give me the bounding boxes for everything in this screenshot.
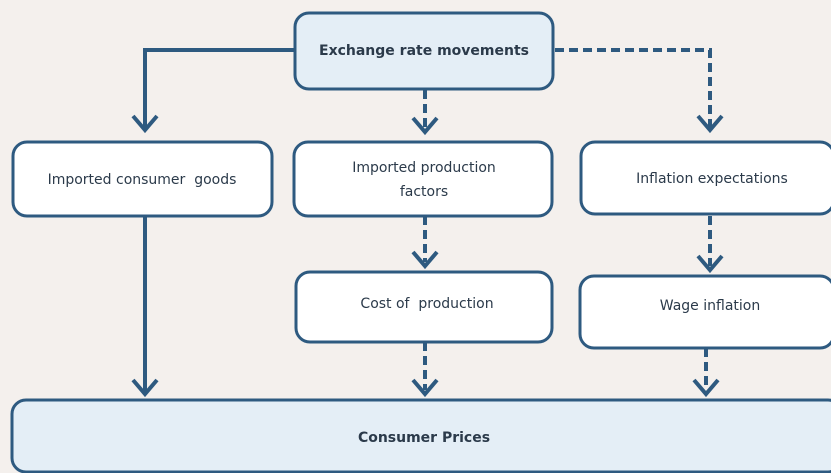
arrow-head bbox=[411, 116, 439, 136]
node-box bbox=[293, 11, 555, 91]
arrow-head bbox=[692, 378, 720, 398]
node-label: factors bbox=[400, 184, 448, 200]
node-label: Imported consumer goods bbox=[48, 172, 237, 188]
node-box bbox=[579, 140, 831, 216]
node-box bbox=[578, 274, 831, 350]
node-box bbox=[10, 398, 831, 473]
arrow-head bbox=[131, 378, 159, 398]
node-box bbox=[294, 270, 554, 344]
arrow-head bbox=[411, 378, 439, 398]
arrow bbox=[143, 48, 295, 128]
arrow-head bbox=[696, 254, 724, 274]
node-box bbox=[11, 140, 274, 218]
arrow-head bbox=[411, 250, 439, 270]
arrow-head bbox=[696, 114, 724, 134]
arrow-head bbox=[131, 114, 159, 134]
node-label: Consumer Prices bbox=[358, 430, 490, 446]
node-label: Imported production bbox=[352, 160, 496, 176]
connectors bbox=[131, 48, 724, 398]
node-box bbox=[292, 140, 554, 218]
node-label: Inflation expectations bbox=[636, 171, 788, 187]
node-label: Wage inflation bbox=[660, 298, 760, 314]
node-label: Cost of production bbox=[360, 296, 493, 312]
node-label: Exchange rate movements bbox=[319, 43, 529, 59]
arrow bbox=[555, 48, 712, 128]
